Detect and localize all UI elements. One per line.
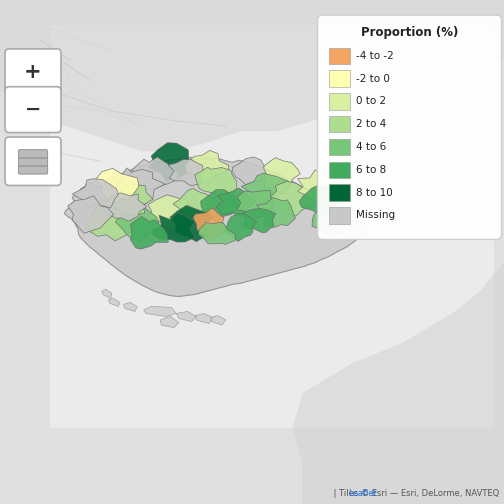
FancyBboxPatch shape — [5, 137, 61, 185]
Text: 2 to 4: 2 to 4 — [356, 119, 386, 129]
Text: 6 to 8: 6 to 8 — [356, 165, 386, 175]
Polygon shape — [160, 317, 179, 328]
Polygon shape — [144, 306, 176, 317]
FancyBboxPatch shape — [18, 150, 48, 158]
Polygon shape — [224, 214, 257, 241]
Polygon shape — [196, 313, 213, 324]
FancyBboxPatch shape — [5, 49, 61, 95]
Polygon shape — [111, 168, 165, 206]
Text: Missing: Missing — [356, 210, 395, 220]
Polygon shape — [115, 207, 159, 241]
Bar — [329, 162, 350, 178]
Text: -4 to -2: -4 to -2 — [356, 51, 394, 61]
Polygon shape — [108, 298, 120, 306]
Polygon shape — [201, 190, 241, 224]
Polygon shape — [68, 196, 113, 233]
Bar — [329, 47, 350, 64]
FancyBboxPatch shape — [18, 158, 48, 166]
Polygon shape — [195, 167, 237, 197]
Text: -2 to 0: -2 to 0 — [356, 74, 390, 84]
Polygon shape — [173, 188, 220, 220]
Bar — [329, 139, 350, 155]
Bar — [329, 93, 350, 109]
Polygon shape — [107, 184, 153, 215]
Polygon shape — [292, 262, 504, 504]
Polygon shape — [257, 198, 295, 227]
Polygon shape — [193, 208, 228, 240]
Polygon shape — [312, 207, 352, 235]
Polygon shape — [176, 311, 197, 322]
Bar — [329, 116, 350, 133]
Polygon shape — [123, 302, 137, 311]
Polygon shape — [147, 195, 198, 230]
Polygon shape — [329, 211, 369, 235]
Polygon shape — [168, 159, 203, 186]
Text: | Tiles © Esri — Esri, DeLorme, NAVTEQ: | Tiles © Esri — Esri, DeLorme, NAVTEQ — [331, 489, 499, 498]
Text: 4 to 6: 4 to 6 — [356, 142, 386, 152]
Polygon shape — [232, 157, 266, 184]
Polygon shape — [243, 209, 276, 232]
Polygon shape — [131, 217, 168, 249]
Polygon shape — [297, 170, 338, 204]
Polygon shape — [102, 193, 147, 221]
Bar — [329, 184, 350, 201]
Polygon shape — [271, 181, 318, 216]
Text: 8 to 10: 8 to 10 — [356, 187, 393, 198]
Text: +: + — [24, 62, 42, 82]
Polygon shape — [65, 157, 360, 296]
Polygon shape — [198, 222, 235, 244]
FancyBboxPatch shape — [18, 166, 48, 174]
Polygon shape — [185, 150, 229, 183]
Bar — [50, 25, 494, 428]
Text: −: − — [25, 100, 41, 119]
Polygon shape — [152, 213, 195, 242]
FancyBboxPatch shape — [5, 87, 61, 133]
Text: Proportion (%): Proportion (%) — [361, 26, 458, 39]
Polygon shape — [299, 185, 346, 216]
Polygon shape — [102, 289, 112, 298]
Polygon shape — [85, 199, 134, 241]
Polygon shape — [241, 173, 289, 203]
Polygon shape — [95, 168, 139, 205]
Bar — [329, 71, 350, 87]
Polygon shape — [73, 179, 118, 208]
Polygon shape — [130, 157, 179, 189]
Polygon shape — [148, 143, 193, 182]
Polygon shape — [237, 191, 274, 218]
Polygon shape — [170, 205, 214, 242]
Polygon shape — [211, 316, 226, 325]
Bar — [329, 207, 350, 224]
Polygon shape — [0, 0, 504, 151]
Text: 0 to 2: 0 to 2 — [356, 96, 386, 106]
Polygon shape — [216, 188, 257, 217]
Polygon shape — [264, 158, 300, 188]
Text: Leaflet: Leaflet — [348, 489, 377, 498]
FancyBboxPatch shape — [318, 15, 501, 239]
